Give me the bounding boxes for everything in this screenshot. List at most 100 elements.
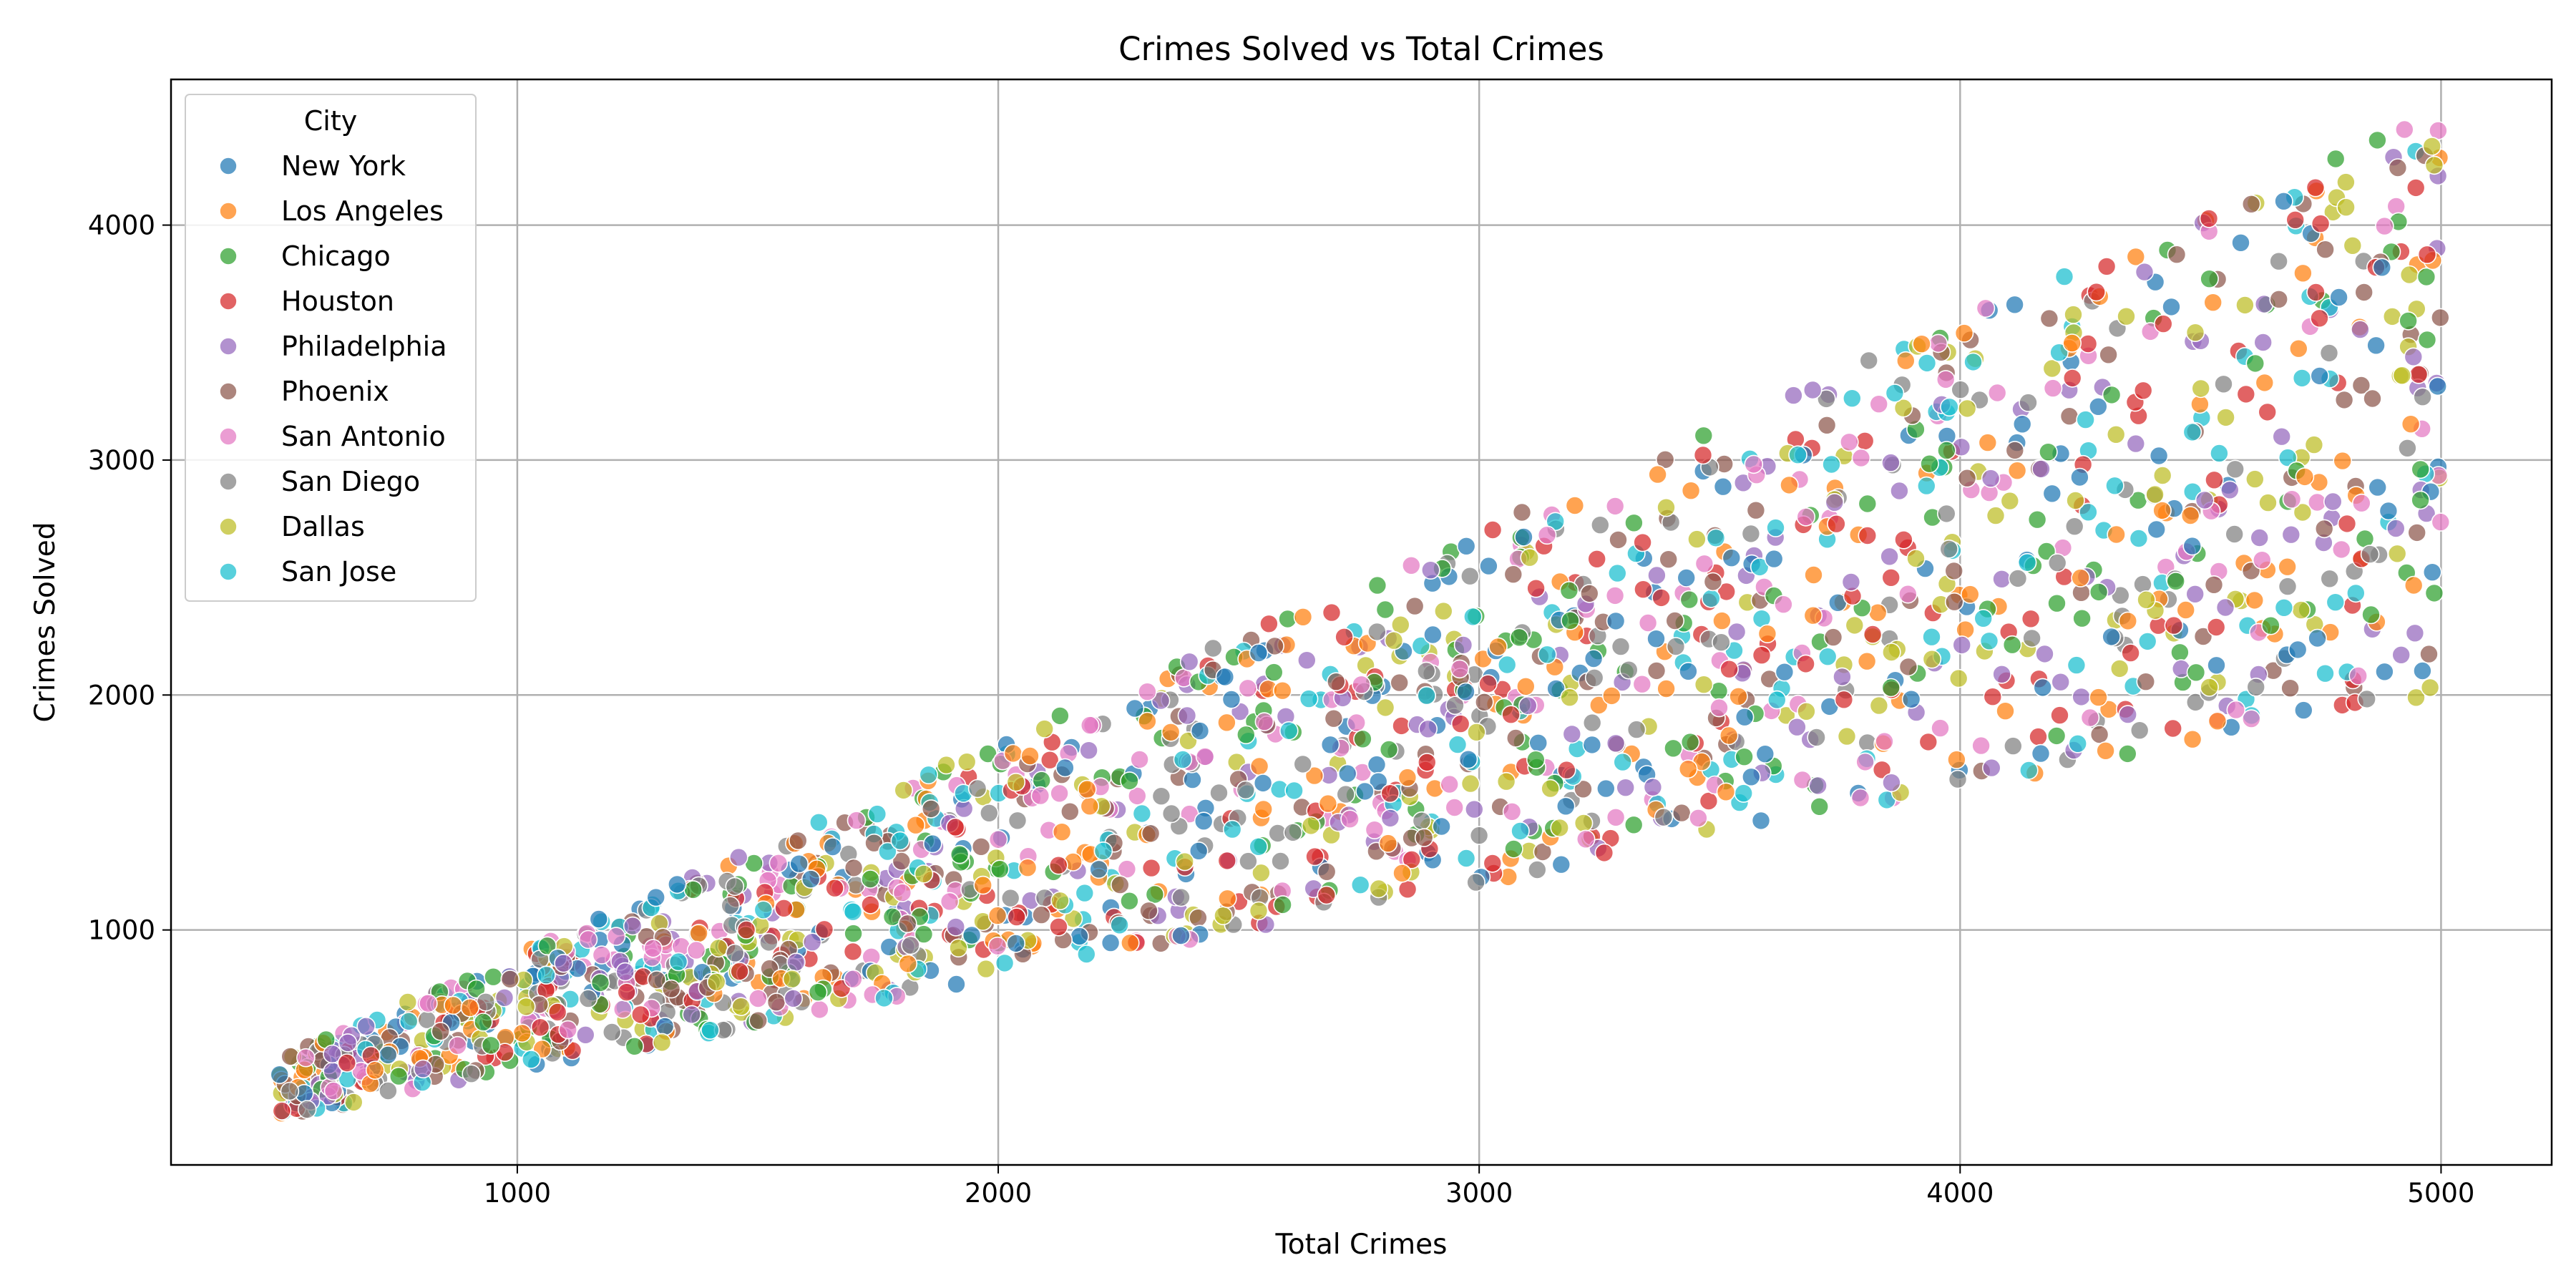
data-point	[2258, 402, 2277, 422]
data-point	[1467, 722, 1486, 742]
data-point	[708, 938, 728, 958]
data-point	[810, 1000, 829, 1020]
data-point	[878, 841, 897, 862]
data-point	[296, 1048, 316, 1068]
data-point	[1678, 759, 1698, 779]
data-point	[1948, 769, 1968, 789]
data-point	[379, 1081, 398, 1101]
data-point	[1337, 763, 1357, 784]
data-point	[2079, 502, 2098, 522]
data-point	[894, 781, 913, 800]
data-point	[1297, 650, 1317, 670]
data-point	[990, 859, 1010, 879]
data-point	[1520, 547, 1539, 567]
data-point	[1049, 917, 1068, 937]
data-point	[1417, 661, 1436, 681]
data-point	[729, 847, 748, 867]
data-point	[1336, 784, 1355, 804]
data-point	[1608, 563, 1627, 583]
data-point	[2129, 529, 2149, 548]
data-point	[2019, 761, 2039, 780]
data-point	[1920, 454, 1939, 474]
data-point	[2281, 525, 2301, 545]
data-point	[1483, 854, 1503, 873]
data-point	[1872, 760, 1892, 780]
data-point	[1679, 590, 1699, 610]
data-point	[1050, 784, 1069, 804]
data-point	[1465, 799, 1484, 819]
data-point	[2368, 130, 2387, 150]
data-point	[1591, 515, 1610, 535]
data-point	[1195, 747, 1215, 766]
data-point	[2272, 426, 2291, 447]
data-point	[630, 1005, 650, 1025]
legend-label: San Jose	[281, 556, 396, 587]
data-point	[2089, 582, 2109, 602]
data-point	[1378, 834, 1398, 853]
data-point	[1445, 696, 1465, 716]
data-point	[1120, 891, 1139, 911]
data-point	[892, 883, 912, 902]
data-point	[2193, 627, 2213, 646]
data-point	[2089, 725, 2109, 744]
data-point	[861, 895, 880, 914]
data-point	[2199, 209, 2219, 228]
data-point	[967, 779, 987, 799]
data-point	[1869, 696, 1889, 716]
data-point	[1075, 883, 1095, 903]
data-point	[1283, 823, 1303, 842]
data-point	[1619, 660, 1639, 680]
data-point	[398, 992, 418, 1012]
data-point	[1752, 645, 1772, 665]
data-point	[1584, 668, 1604, 688]
data-point	[1077, 945, 1096, 964]
data-point	[1418, 719, 1438, 739]
data-point	[1961, 585, 1980, 604]
data-point	[945, 817, 965, 837]
data-point	[976, 959, 996, 979]
data-point	[2133, 575, 2152, 594]
data-point	[1463, 607, 1483, 627]
data-point	[2047, 553, 2067, 572]
data-point	[2214, 374, 2233, 394]
data-point	[2316, 663, 2335, 683]
data-point	[1944, 592, 1964, 612]
data-point	[1514, 527, 1533, 547]
data-point	[1735, 747, 1754, 766]
data-point	[1080, 796, 1100, 816]
data-point	[2246, 677, 2265, 697]
data-point	[1293, 754, 1312, 774]
data-point	[592, 945, 612, 965]
data-point	[1007, 907, 1026, 927]
data-point	[2039, 308, 2059, 328]
data-point	[1440, 774, 1459, 794]
data-point	[602, 1023, 622, 1042]
data-point	[1764, 549, 1784, 569]
data-point	[2331, 540, 2351, 560]
data-point	[946, 917, 966, 937]
data-point	[2304, 435, 2324, 454]
data-point	[2375, 216, 2394, 236]
data-point	[399, 1012, 419, 1031]
data-point	[1132, 804, 1152, 824]
data-point	[2152, 501, 2172, 520]
data-point	[1236, 780, 1256, 800]
data-point	[1503, 565, 1523, 585]
data-point	[1063, 909, 1083, 929]
data-point	[1896, 351, 1916, 371]
data-point	[1369, 879, 1389, 899]
data-point	[2375, 662, 2394, 682]
data-point	[606, 927, 626, 946]
data-point	[2399, 265, 2419, 285]
data-point	[1501, 705, 1521, 725]
data-point	[1367, 755, 1387, 774]
data-point	[1885, 384, 1905, 403]
data-point	[1557, 760, 1576, 780]
data-point	[1822, 454, 1841, 474]
data-point	[1006, 934, 1026, 953]
data-point	[1120, 771, 1139, 791]
data-point	[861, 869, 880, 889]
data-point	[1121, 933, 1140, 953]
data-point	[1412, 811, 1432, 831]
